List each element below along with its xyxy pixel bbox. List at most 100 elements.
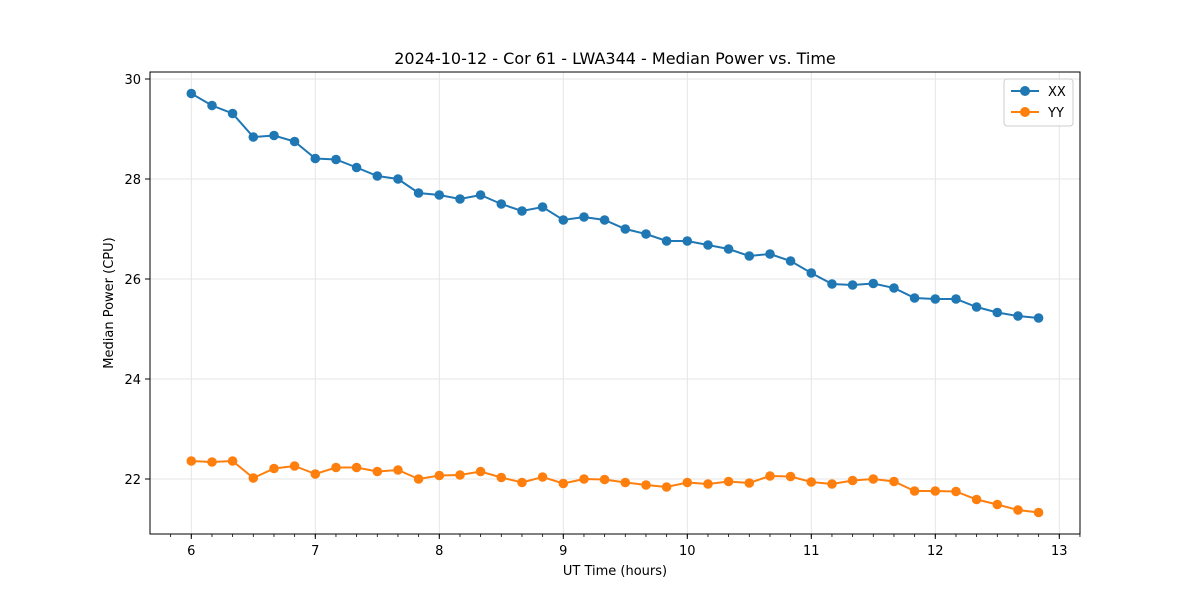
data-point-yy	[517, 477, 527, 488]
data-point-xx	[475, 190, 486, 200]
data-point-yy	[827, 479, 837, 489]
data-point-yy	[434, 470, 445, 481]
data-point-xx	[1033, 313, 1044, 323]
y-tick-label: 22	[124, 473, 141, 488]
data-point-yy	[703, 479, 713, 489]
data-point-yy	[599, 474, 610, 485]
y-tick-label: 26	[124, 273, 141, 288]
data-point-xx	[227, 108, 238, 119]
data-point-yy	[351, 462, 362, 473]
data-point-xx	[1013, 311, 1023, 321]
data-point-xx	[723, 244, 734, 254]
data-point-xx	[331, 154, 341, 165]
data-point-xx	[951, 294, 961, 304]
data-point-yy	[269, 463, 279, 474]
data-point-xx	[207, 100, 217, 111]
data-point-yy	[455, 470, 465, 480]
data-point-yy	[744, 478, 755, 488]
series-line-yy	[191, 459, 1039, 514]
data-point-xx	[992, 307, 1003, 318]
data-point-xx	[599, 215, 610, 225]
x-tick-label: 6	[187, 544, 195, 559]
y-tick-label: 28	[124, 173, 141, 188]
data-point-xx	[847, 280, 858, 290]
data-point-yy	[331, 462, 341, 473]
data-point-yy	[951, 486, 961, 497]
data-point-xx	[248, 132, 259, 142]
data-point-yy	[1013, 505, 1023, 515]
data-point-yy	[847, 475, 858, 486]
data-point-xx	[930, 294, 941, 304]
data-point-yy	[992, 499, 1003, 510]
legend-marker-yy	[1020, 107, 1030, 117]
y-axis-title: Median Power (CPU)	[102, 237, 117, 368]
data-point-yy	[413, 474, 424, 484]
x-tick-label: 12	[927, 544, 944, 559]
data-point-xx	[765, 249, 775, 259]
x-tick-label: 8	[435, 544, 443, 559]
y-tick-label: 24	[124, 373, 141, 388]
x-tick-label: 7	[311, 544, 319, 559]
data-point-yy	[889, 476, 899, 487]
series-yy	[186, 456, 1044, 518]
data-point-xx	[682, 236, 693, 246]
data-point-yy	[372, 466, 383, 477]
data-point-yy	[393, 465, 403, 475]
data-point-xx	[909, 293, 920, 303]
data-point-xx	[703, 240, 713, 250]
data-point-yy	[661, 482, 672, 492]
data-point-yy	[1033, 507, 1044, 518]
data-point-yy	[579, 474, 589, 484]
data-point-yy	[682, 477, 693, 488]
data-point-yy	[868, 474, 879, 484]
data-point-xx	[827, 279, 837, 289]
data-point-xx	[537, 202, 548, 212]
data-point-yy	[971, 494, 982, 505]
data-point-xx	[289, 136, 300, 147]
data-point-yy	[475, 466, 486, 477]
data-point-xx	[413, 188, 424, 198]
x-tick-label: 10	[679, 544, 696, 559]
data-point-yy	[248, 473, 259, 483]
data-point-yy	[806, 477, 817, 487]
data-point-xx	[868, 278, 879, 289]
data-point-xx	[393, 174, 403, 184]
data-point-xx	[889, 283, 899, 293]
data-point-xx	[434, 190, 445, 200]
data-point-yy	[227, 456, 238, 466]
legend-label-yy: YY	[1047, 106, 1064, 121]
data-point-yy	[785, 471, 796, 482]
legend-label-xx: XX	[1048, 85, 1066, 100]
data-point-xx	[455, 194, 465, 204]
data-point-xx	[372, 171, 383, 181]
data-point-yy	[207, 457, 217, 467]
series-line-xx	[190, 92, 1039, 319]
legend: XX YY	[1003, 78, 1074, 127]
data-point-yy	[723, 476, 734, 487]
x-axis-title: UT Time (hours)	[563, 564, 667, 579]
data-point-yy	[765, 471, 775, 481]
data-point-xx	[579, 212, 589, 222]
grid	[150, 72, 1080, 534]
data-point-xx	[558, 215, 569, 225]
data-point-yy	[289, 461, 300, 471]
legend-marker-xx	[1020, 86, 1030, 96]
data-point-xx	[806, 268, 817, 278]
data-point-xx	[971, 302, 982, 312]
data-point-xx	[351, 162, 362, 173]
data-point-xx	[517, 206, 527, 216]
x-tick-label: 9	[559, 544, 567, 559]
data-point-xx	[186, 88, 197, 99]
data-point-yy	[537, 472, 548, 482]
data-point-xx	[641, 229, 651, 239]
data-point-xx	[744, 251, 755, 261]
y-tick-label: 30	[124, 73, 141, 88]
series-xx	[186, 88, 1044, 323]
data-point-yy	[496, 472, 507, 483]
data-point-yy	[310, 469, 321, 479]
data-point-yy	[909, 486, 920, 496]
data-point-xx	[310, 153, 321, 164]
axes: 6 7 8 9 10 11 12 13 22 24 26 28 30	[124, 73, 1081, 559]
data-point-yy	[641, 480, 651, 490]
